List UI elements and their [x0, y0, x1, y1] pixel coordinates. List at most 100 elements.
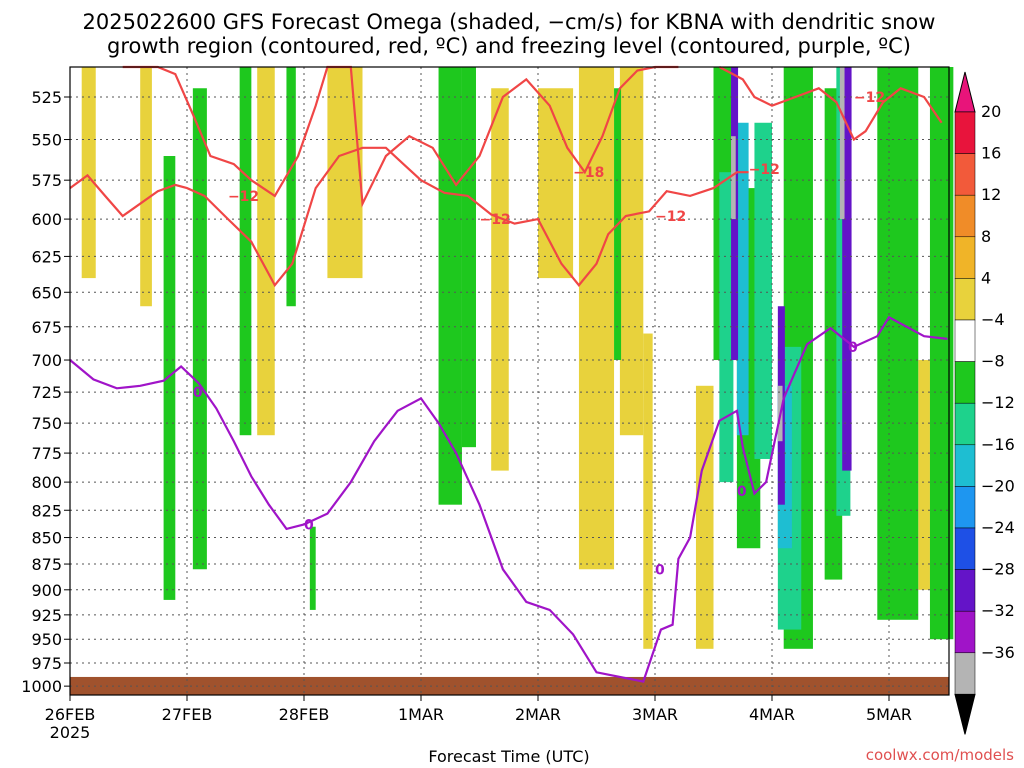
contour-line: [718, 66, 943, 142]
contour-labels: −12 −12 −18 −12 −12 −12 0 0 0 0 0: [193, 90, 885, 578]
colorbar-swatch: [954, 444, 976, 487]
omega-shade-yellow: [643, 333, 653, 649]
colorbar-label: 12: [981, 185, 1001, 204]
omega-shade-green: [192, 88, 207, 570]
omega-shade-green: [163, 156, 176, 600]
y-tick-label: 600: [31, 210, 62, 229]
plot-area: −12 −12 −18 −12 −12 −12 0 0 0 0 0: [69, 65, 954, 696]
colorbar-label: −8: [981, 352, 1005, 371]
colorbar-label: 4: [981, 268, 991, 287]
y-tick-label: 825: [31, 501, 62, 520]
contour-label-red: −12: [854, 90, 885, 106]
omega-shade-gray: [839, 67, 845, 220]
omega-shade-blue: [736, 122, 749, 436]
contour-label-red: −18: [573, 165, 604, 181]
contour-label-purple: 0: [304, 518, 314, 534]
colorbar-swatch: [954, 361, 976, 404]
y-tick-label: 875: [31, 555, 62, 574]
colorbar-top-arrow: [954, 71, 976, 113]
contour-label-red: −12: [480, 212, 511, 228]
colorbar-swatch: [954, 278, 976, 321]
x-tick-label: 2MAR: [515, 705, 561, 724]
omega-shade-purple: [842, 67, 852, 471]
colorbar-label: −4: [981, 310, 1005, 329]
colorbar-label: −36: [981, 643, 1015, 662]
contour-line: [122, 65, 679, 208]
colorbar-swatch: [954, 236, 976, 279]
omega-shade-green: [309, 526, 316, 610]
colorbar-label: −16: [981, 435, 1015, 454]
y-tick-label: 575: [31, 171, 62, 190]
y-tick-label: 850: [31, 529, 62, 548]
contour-label-purple: 0: [737, 484, 747, 500]
colorbar-bottom-arrow: [954, 693, 976, 735]
colorbar-swatch: [954, 111, 976, 154]
colorbar-label: 16: [981, 144, 1001, 163]
contour-label-red: −12: [749, 162, 780, 178]
y-tick-label: 675: [31, 318, 62, 337]
colorbar-label: −24: [981, 518, 1015, 537]
x-tick-label: 3MAR: [632, 705, 678, 724]
colorbar-label: −32: [981, 601, 1015, 620]
omega-shade-yellow: [327, 67, 363, 279]
omega-shade-green: [929, 67, 954, 640]
x-tick-label: 27FEB: [162, 705, 213, 724]
colorbar-label: −12: [981, 393, 1015, 412]
omega-shade-yellow: [578, 67, 615, 570]
colorbar-swatch: [954, 153, 976, 196]
y-tick-label: 525: [31, 88, 62, 107]
x-tick-label: 1MAR: [398, 705, 444, 724]
y-tick-label: 800: [31, 473, 62, 492]
y-tick-label: 650: [31, 283, 62, 302]
omega-shade-yellow: [918, 360, 930, 590]
chart-title-line2: growth region (contoured, red, ºC) and f…: [107, 34, 911, 58]
omega-shade-yellow: [140, 67, 152, 307]
omega-shade-yellow: [257, 67, 275, 436]
y-axis: 525 550 575 600 625 650 675 700 725 750 775 800 825 8…: [21, 88, 70, 696]
omega-shade-yellow: [538, 88, 574, 279]
y-tick-label: 725: [31, 383, 62, 402]
colorbar-swatch: [954, 527, 976, 570]
omega-shade-teal: [719, 172, 734, 483]
contour-lines: [69, 65, 948, 683]
colorbar-swatch: [954, 486, 976, 529]
colorbar-label: 20: [981, 102, 1001, 121]
colorbar-label: 8: [981, 227, 991, 246]
contour-line: [69, 146, 749, 288]
y-tick-label: 775: [31, 444, 62, 463]
y-tick-label: 750: [31, 414, 62, 433]
omega-shade-gray: [731, 136, 736, 220]
x-axis-label: Forecast Time (UTC): [428, 747, 589, 766]
y-tick-label: 925: [31, 606, 62, 625]
x-tick-label: 26FEB: [45, 705, 96, 724]
omega-shade-green: [239, 67, 252, 436]
omega-shade-yellow: [81, 67, 96, 279]
omega-shade-yellow: [695, 385, 714, 649]
y-tick-label: 950: [31, 630, 62, 649]
contour-label-purple: 0: [848, 340, 858, 356]
x-tick-label: 5MAR: [866, 705, 912, 724]
colorbar-swatch: [954, 402, 976, 446]
colorbar-swatch: [954, 652, 976, 695]
omega-shade-green: [877, 67, 919, 620]
colorbar-swatch: [954, 194, 976, 238]
colorbar-swatch: [954, 319, 976, 362]
colorbar: 20 16 12 8 4 −4 −8 −12 −16 −20 −24 −28 −32 −36: [954, 71, 1015, 735]
omega-shade-green: [286, 67, 296, 307]
colorbar-label: −28: [981, 560, 1015, 579]
grid-lines: [69, 67, 949, 695]
y-tick-label: 700: [31, 351, 62, 370]
y-tick-label: 550: [31, 131, 62, 150]
watermark: coolwx.com/models: [866, 746, 1014, 764]
contour-label-purple: 0: [655, 562, 665, 578]
omega-shade-green: [461, 67, 476, 448]
colorbar-label: −20: [981, 476, 1015, 495]
y-tick-label: 975: [31, 654, 62, 673]
colorbar-swatch: [954, 610, 976, 654]
chart-title-line1: 2025022600 GFS Forecast Omega (shaded, −…: [83, 10, 936, 34]
x-tick-label: 4MAR: [749, 705, 795, 724]
contour-label-purple: 0: [193, 385, 203, 401]
colorbar-swatch: [954, 569, 976, 612]
